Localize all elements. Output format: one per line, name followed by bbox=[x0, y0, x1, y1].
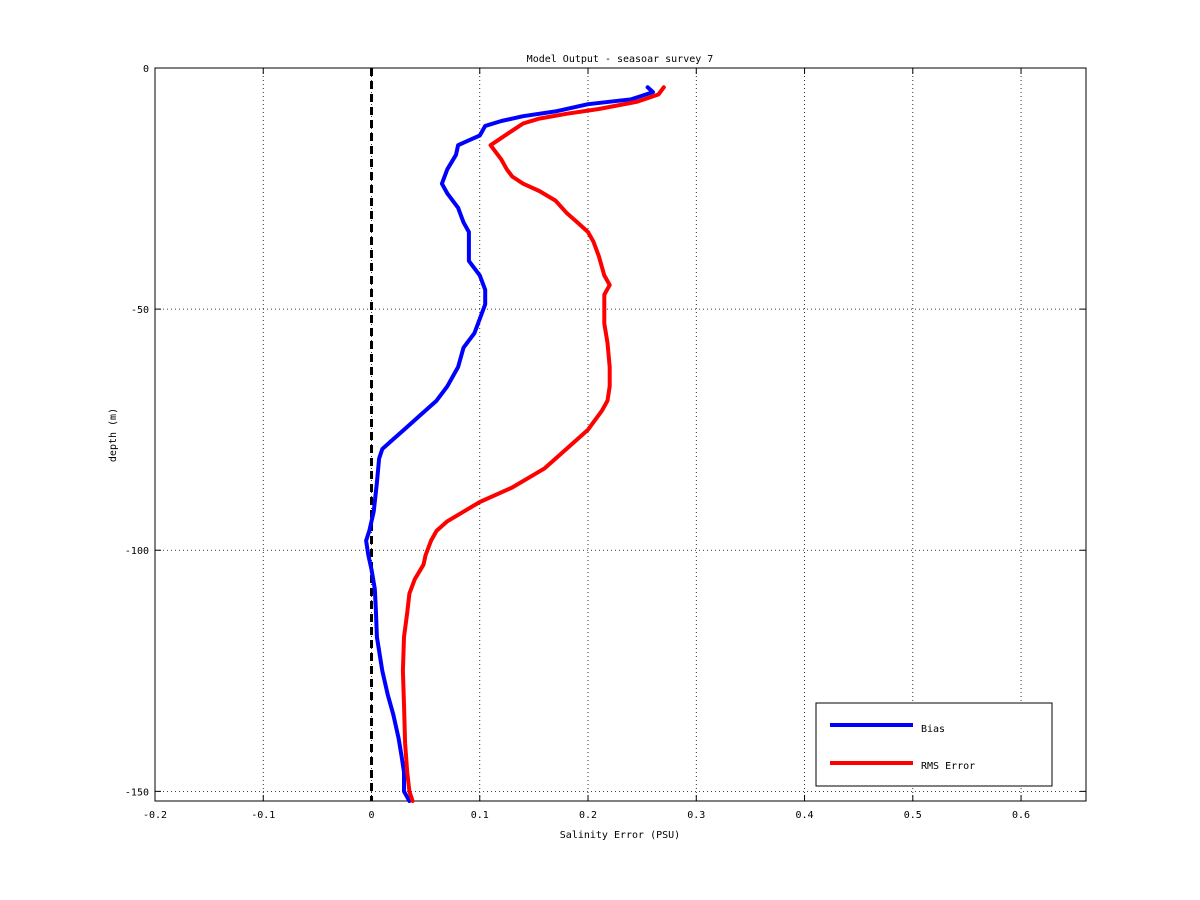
x-tick-label: 0.2 bbox=[579, 810, 597, 821]
legend-label-rms-error: RMS Error bbox=[921, 761, 975, 772]
x-tick-label: 0.1 bbox=[471, 810, 489, 821]
x-tick-label: 0.6 bbox=[1012, 810, 1030, 821]
x-tick-label: -0.2 bbox=[143, 810, 167, 821]
legend-label-bias: Bias bbox=[921, 724, 945, 735]
series-group bbox=[364, 85, 666, 803]
chart-title: Model Output - seasoar survey 7 bbox=[527, 54, 714, 65]
y-tick-label: -150 bbox=[125, 787, 149, 798]
axis-ticks: -0.2 -0.1 0 0.1 0.2 0.3 0.4 0.5 0.6 0 -50 -100 -150 bbox=[125, 64, 1086, 821]
y-tick-label: 0 bbox=[143, 64, 149, 75]
legend: Bias RMS Error bbox=[815, 702, 1053, 787]
x-tick-label: 0.4 bbox=[796, 810, 814, 821]
plot-area bbox=[154, 67, 1087, 802]
legend-box bbox=[815, 702, 1053, 787]
x-tick-label: 0.3 bbox=[687, 810, 705, 821]
y-tick-label: -100 bbox=[125, 546, 149, 557]
series-line-rms-error bbox=[400, 85, 666, 803]
x-tick-label: 0.5 bbox=[904, 810, 922, 821]
series-line-bias bbox=[364, 85, 655, 803]
axis-labels: Model Output - seasoar survey 7 Salinity… bbox=[108, 54, 713, 841]
y-axis-label: depth (m) bbox=[108, 408, 119, 462]
x-tick-label: 0 bbox=[368, 810, 374, 821]
x-axis-label: Salinity Error (PSU) bbox=[560, 830, 680, 841]
x-tick-label: -0.1 bbox=[251, 810, 275, 821]
y-tick-label: -50 bbox=[131, 305, 149, 316]
